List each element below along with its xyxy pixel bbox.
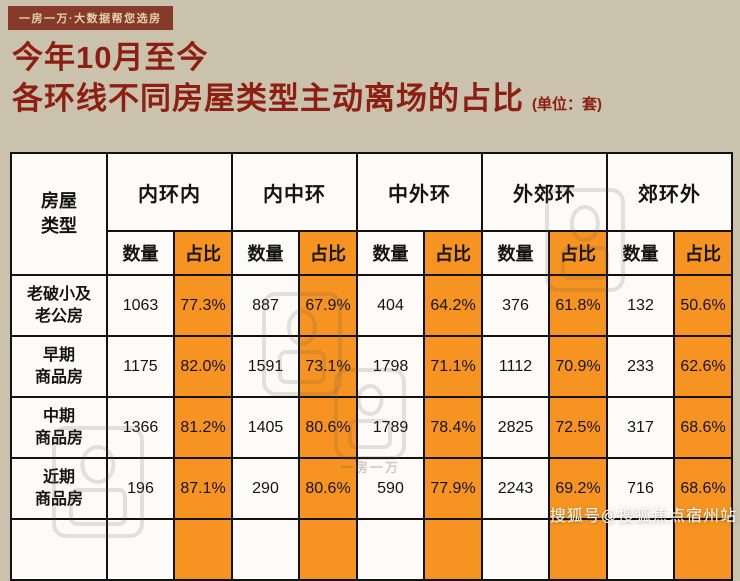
sub-header-count-2: 数量 [231, 230, 300, 276]
row-label: 近期 商品房 [10, 457, 108, 520]
cell-count: 1405 [231, 396, 300, 459]
group-header-inner-mid-ring: 内中环 [231, 152, 358, 232]
sub-header-ratio-5: 占比 [673, 230, 733, 276]
row-label [10, 518, 108, 581]
page-title: 今年10月至今 各环线不同房屋类型主动离场的占比 (单位：套) [12, 38, 602, 120]
cell-ratio: 71.1% [423, 335, 483, 398]
brand-badge: 一房一万·大数据帮您选房 [8, 6, 173, 30]
ring-line-housing-table: 房屋 类型 内环内 内中环 中外环 外郊环 郊环外 数量 占比 数量 占比 数量… [10, 152, 733, 581]
brand-badge-label: 一房一万·大数据帮您选房 [19, 13, 162, 25]
cell-ratio: 61.8% [548, 274, 608, 337]
cell-ratio: 72.5% [548, 396, 608, 459]
group-header-inner-ring: 内环内 [106, 152, 233, 232]
title-line-2-text: 各环线不同房屋类型主动离场的占比 [12, 80, 524, 116]
sub-header-count-4: 数量 [481, 230, 550, 276]
title-unit: (单位：套) [532, 95, 602, 113]
cell-count: 1789 [356, 396, 425, 459]
sub-header-count-1: 数量 [106, 230, 175, 276]
table-row-recent-commercial: 近期 商品房 196 87.1% 290 80.6% 590 77.9% 224… [10, 457, 733, 520]
cell-ratio [173, 518, 233, 581]
cell-ratio: 81.2% [173, 396, 233, 459]
cell-count [106, 518, 175, 581]
cell-count [481, 518, 550, 581]
cell-ratio: 69.2% [548, 457, 608, 520]
cell-count: 590 [356, 457, 425, 520]
cell-ratio [548, 518, 608, 581]
sub-header-count-3: 数量 [356, 230, 425, 276]
cell-count: 132 [606, 274, 675, 337]
sohu-watermark: 搜狐号@搜狐焦点宿州站 [549, 508, 737, 525]
cell-count: 1175 [106, 335, 175, 398]
title-line-2: 各环线不同房屋类型主动离场的占比 (单位：套) [12, 79, 602, 120]
cell-count: 233 [606, 335, 675, 398]
data-table-container: 房屋 类型 内环内 内中环 中外环 外郊环 郊环外 数量 占比 数量 占比 数量… [10, 152, 733, 581]
header-row-subs: 数量 占比 数量 占比 数量 占比 数量 占比 数量 占比 [11, 230, 733, 276]
cell-count [231, 518, 300, 581]
row-label: 早期 商品房 [10, 335, 108, 398]
cell-ratio: 77.9% [423, 457, 483, 520]
group-header-beyond-suburb-ring: 郊环外 [606, 152, 733, 232]
sub-header-ratio-4: 占比 [548, 230, 608, 276]
group-header-mid-outer-ring: 中外环 [356, 152, 483, 232]
sub-header-ratio-1: 占比 [173, 230, 233, 276]
cell-count: 196 [106, 457, 175, 520]
cell-count: 1063 [106, 274, 175, 337]
cell-ratio: 68.6% [673, 457, 733, 520]
cell-ratio: 64.2% [423, 274, 483, 337]
cell-ratio: 80.6% [298, 457, 358, 520]
cell-ratio: 73.1% [298, 335, 358, 398]
table-row-old-small-public: 老破小及 老公房 1063 77.3% 887 67.9% 404 64.2% … [10, 274, 733, 337]
row-label: 中期 商品房 [10, 396, 108, 459]
cell-count: 2825 [481, 396, 550, 459]
header-row-groups: 房屋 类型 内环内 内中环 中外环 外郊环 郊环外 [10, 152, 733, 276]
group-header-outer-suburb-ring: 外郊环 [481, 152, 608, 232]
sub-header-count-5: 数量 [606, 230, 675, 276]
sub-header-ratio-2: 占比 [298, 230, 358, 276]
cell-ratio: 67.9% [298, 274, 358, 337]
cell-ratio: 87.1% [173, 457, 233, 520]
row-label: 老破小及 老公房 [10, 274, 108, 337]
table-row-early-commercial: 早期 商品房 1175 82.0% 1591 73.1% 1798 71.1% … [10, 335, 733, 398]
cell-ratio: 68.6% [673, 396, 733, 459]
infographic-page: { "badge": { "label": "一房一万·大数据帮您选房" }, … [0, 0, 740, 540]
cell-count: 887 [231, 274, 300, 337]
table-row-clipped [10, 518, 733, 581]
cell-ratio: 78.4% [423, 396, 483, 459]
cell-ratio: 80.6% [298, 396, 358, 459]
cell-count: 1366 [106, 396, 175, 459]
corner-header: 房屋 类型 [10, 152, 108, 276]
cell-ratio [673, 518, 733, 581]
cell-ratio: 50.6% [673, 274, 733, 337]
cell-count: 1591 [231, 335, 300, 398]
cell-ratio [423, 518, 483, 581]
cell-ratio: 70.9% [548, 335, 608, 398]
cell-count: 290 [231, 457, 300, 520]
title-line-1: 今年10月至今 [12, 40, 209, 75]
cell-count: 2243 [481, 457, 550, 520]
cell-count [606, 518, 675, 581]
cell-count: 317 [606, 396, 675, 459]
cell-count: 376 [481, 274, 550, 337]
cell-ratio: 62.6% [673, 335, 733, 398]
sub-header-ratio-3: 占比 [423, 230, 483, 276]
cell-count: 1798 [356, 335, 425, 398]
cell-count: 716 [606, 457, 675, 520]
cell-ratio [298, 518, 358, 581]
cell-count [356, 518, 425, 581]
cell-ratio: 77.3% [173, 274, 233, 337]
cell-count: 1112 [481, 335, 550, 398]
cell-count: 404 [356, 274, 425, 337]
table-row-mid-commercial: 中期 商品房 1366 81.2% 1405 80.6% 1789 78.4% … [10, 396, 733, 459]
cell-ratio: 82.0% [173, 335, 233, 398]
